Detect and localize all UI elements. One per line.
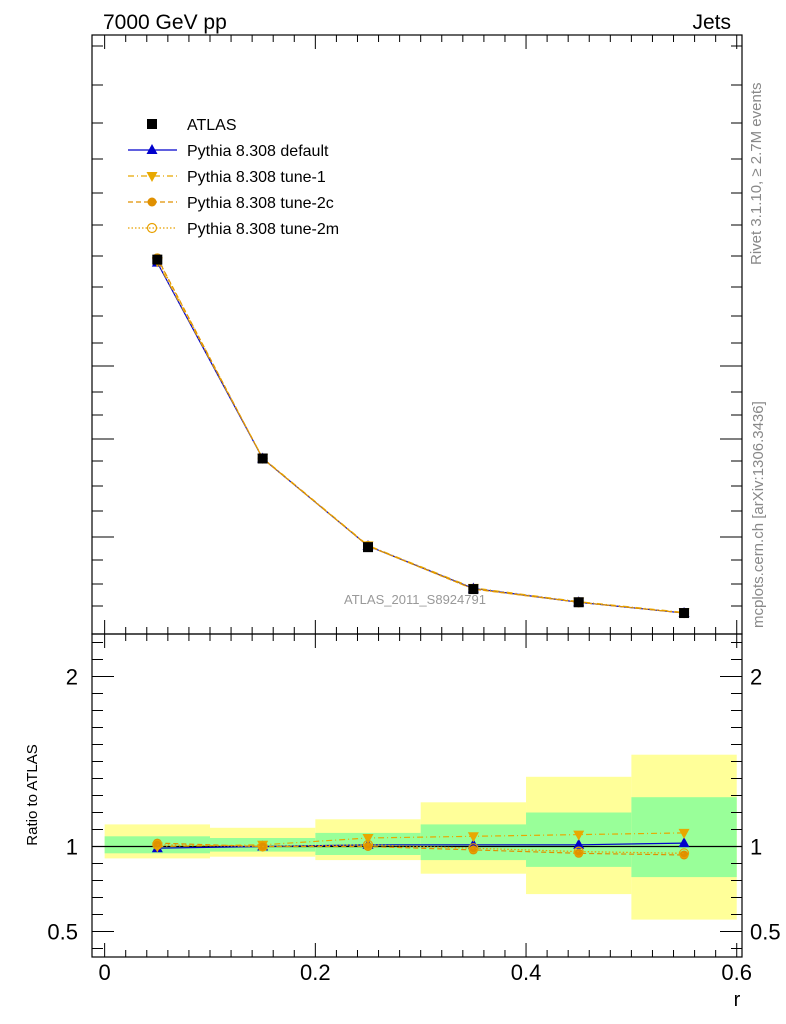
x-tick-label: 0 <box>99 960 111 985</box>
rivet-label: Rivet 3.1.10, ≥ 2.7M events <box>748 83 765 266</box>
mcplots-label: mcplots.cern.ch [arXiv:1306.3436] <box>750 401 767 628</box>
x-tick-label: 0.6 <box>721 960 752 985</box>
legend-marker <box>147 119 157 129</box>
ratio-y-tick-label: 1 <box>66 835 78 860</box>
ratio-data-point <box>678 837 690 848</box>
ratio-y-tick-label-right: 2 <box>750 665 762 690</box>
ratio-ylabel: Ratio to ATLAS <box>24 744 41 845</box>
header-right: Jets <box>692 11 731 34</box>
ratio-series-line <box>157 832 685 848</box>
main-data-point <box>573 597 584 608</box>
legend-marker <box>147 197 157 207</box>
main-data-point <box>257 453 268 464</box>
legend: ATLAS Pythia 8.308 default Pythia 8.308 tu… <box>128 117 339 238</box>
legend-marker <box>146 172 158 182</box>
main-series-line <box>156 257 685 614</box>
main-data-point <box>363 542 374 553</box>
ratio-series-line <box>157 844 685 854</box>
x-axis-label: r <box>734 989 741 1011</box>
ratio-data-point <box>152 839 163 850</box>
legend-marker <box>146 144 158 154</box>
ratio-data-point <box>468 843 479 854</box>
main-series-line <box>156 262 685 614</box>
ratio-data-point <box>362 839 374 850</box>
x-tick-label: 0.4 <box>511 960 542 985</box>
ratio-y-tick-label-right: 1 <box>750 835 762 860</box>
legend-marker <box>146 222 158 234</box>
ratio-data-point <box>573 846 584 857</box>
ratio-data-point <box>678 828 690 839</box>
watermark: ATLAS_2011_S8924791 <box>344 592 486 607</box>
main-series-line <box>156 258 685 614</box>
ratio-data-point <box>467 832 479 843</box>
main-data-point <box>152 254 163 265</box>
header-left: 7000 GeV pp <box>103 11 227 34</box>
ratio-data-point <box>573 838 585 849</box>
ratio-y-tick-label: 2 <box>66 665 78 690</box>
main-series-line <box>156 261 685 614</box>
ratio-data-point <box>257 841 268 852</box>
legend-label: Pythia 8.308 tune-2m <box>187 221 339 238</box>
ratio-data-point <box>362 834 374 844</box>
ratio-y-tick-label-right: 0.5 <box>750 920 781 945</box>
ratio-data-point <box>573 830 585 841</box>
ratio-y-tick-label: 0.5 <box>47 920 78 945</box>
ratio-panel: 0.5 0.5 1 1 2 2 0 0.2 0.4 0.6 <box>47 633 781 985</box>
ratio-data-point <box>678 848 690 859</box>
main-data-point <box>468 584 479 595</box>
legend-label: Pythia 8.308 default <box>187 143 329 160</box>
legend-label: ATLAS <box>187 117 237 134</box>
legend-label: Pythia 8.308 tune-1 <box>187 169 326 186</box>
main-data-point <box>679 608 690 619</box>
x-tick-label: 0.2 <box>300 960 331 985</box>
legend-label: Pythia 8.308 tune-2c <box>187 195 334 212</box>
